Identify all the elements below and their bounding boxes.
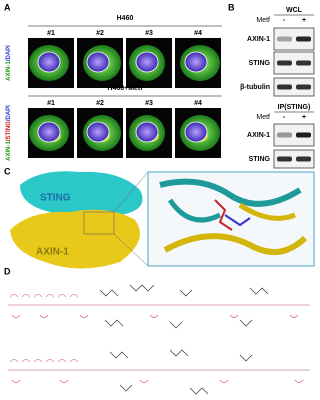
row-label: AXIN-1 [247, 132, 270, 139]
stain-part: /STING [6, 121, 12, 141]
cell-label: #2 [96, 100, 104, 107]
panel-label: C [4, 166, 11, 176]
blot [273, 77, 315, 97]
row-title: H460 [117, 15, 134, 22]
interaction-diagrams [8, 284, 310, 395]
structure [10, 171, 315, 269]
panel-label: A [4, 2, 11, 12]
cell-label: #4 [194, 30, 202, 37]
stain-label: AXIN-1/DAPI [6, 45, 12, 81]
band [296, 36, 311, 42]
nucleus [86, 121, 110, 143]
row-label: AXIN-1 [247, 36, 270, 43]
band [277, 156, 292, 162]
band [277, 36, 292, 42]
cell-label: #3 [145, 30, 153, 37]
cell-label: #1 [47, 30, 55, 37]
band [277, 132, 292, 138]
nucleus [37, 51, 61, 73]
cell-label: #1 [47, 100, 55, 107]
nucleus [37, 121, 61, 143]
blot-title: IP(STING) [278, 104, 311, 111]
stain-part: AXIN-1 [6, 61, 12, 81]
row-label: STING [249, 60, 271, 67]
stain-part: /DAPI [6, 105, 12, 121]
treatment-label: Metf [256, 114, 270, 121]
band [277, 84, 292, 90]
condition: - [283, 17, 286, 24]
band [277, 60, 292, 66]
panel-label: B [228, 2, 235, 12]
band [296, 60, 311, 66]
condition: - [283, 114, 286, 121]
treatment-label: Metf [256, 17, 270, 24]
nucleus [184, 121, 208, 143]
row-label: β-tubulin [240, 84, 270, 91]
blot [273, 27, 315, 51]
band [296, 84, 311, 90]
nucleus [135, 121, 159, 143]
condition: + [302, 17, 306, 24]
band [296, 132, 311, 138]
stain-part: /DAPI [6, 45, 12, 61]
nucleus [184, 51, 208, 73]
band [296, 156, 311, 162]
cell-label: #4 [194, 100, 202, 107]
blot [273, 123, 315, 147]
nucleus [86, 51, 110, 73]
nucleus [135, 51, 159, 73]
stain-label: AXIN-1/STING/DAPI [6, 105, 12, 161]
blot [273, 51, 315, 75]
blot-title: WCL [286, 7, 303, 14]
row-title: H460+Metf [107, 85, 143, 92]
protein-label: STING [40, 193, 71, 204]
cell-label: #3 [145, 100, 153, 107]
stain-part: AXIN-1 [6, 141, 12, 161]
row-label: STING [249, 156, 271, 163]
blot [273, 149, 315, 169]
cell-label: #2 [96, 30, 104, 37]
condition: + [302, 114, 306, 121]
protein-label: AXIN-1 [36, 247, 69, 258]
panel-label: D [4, 266, 11, 276]
